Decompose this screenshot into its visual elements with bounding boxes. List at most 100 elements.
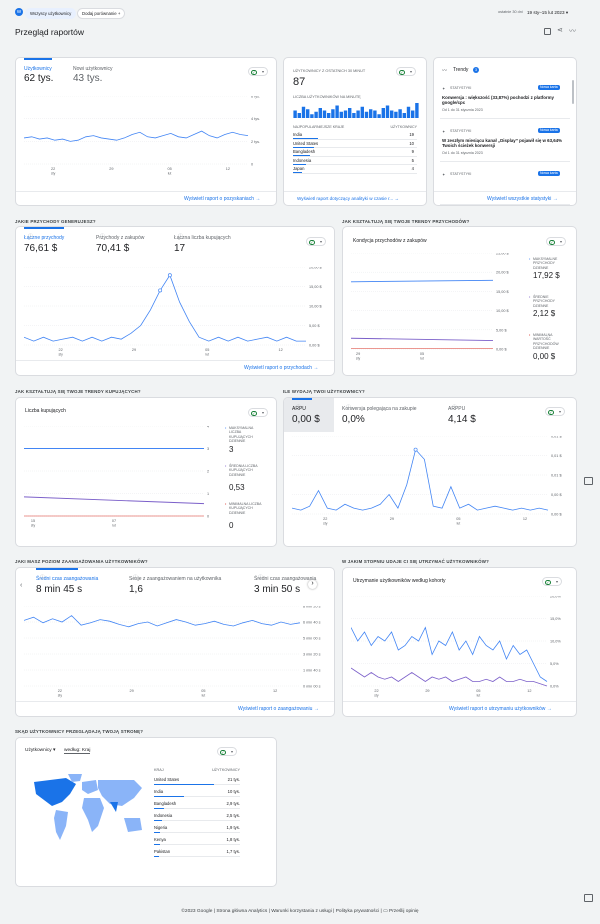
all-insights-link[interactable]: Wyświetl wszystkie statystyki →: [487, 196, 558, 202]
next-icon[interactable]: ›: [308, 580, 317, 589]
plus-icon: +: [117, 10, 121, 16]
metric-label[interactable]: Średni czas zaangażowania: [254, 576, 317, 582]
comparison-chip[interactable]: Wszyscy użytkownicy: [25, 7, 77, 19]
insight-text[interactable]: W zeszłym miesiącu kanał „Display” pojaw…: [442, 138, 563, 149]
feedback-icon[interactable]: [584, 477, 593, 485]
metric-label[interactable]: Nowi użytkownicy: [73, 66, 113, 72]
stat-value: 3: [229, 445, 234, 454]
feedback-icon[interactable]: [584, 894, 593, 902]
retention-card: Utrzymanie użytkowników według kohorty ✓…: [342, 567, 577, 717]
x-tick-sublabel: sty: [374, 694, 379, 698]
footer-link[interactable]: Warunki korzystania z usługi: [271, 909, 332, 914]
avatar[interactable]: W: [15, 8, 23, 16]
divider: [343, 701, 576, 702]
buyers-card: Liczba kupujących ✓ ▾ 4 3 2 1 0 15 sty 07 lut • MA…: [15, 397, 277, 547]
footer: ©2023 Google | Strona główna Analytics |…: [181, 909, 419, 914]
country-name: India: [293, 132, 303, 137]
x-tick-label: 29: [390, 517, 394, 521]
insights-icon[interactable]: 〰: [569, 28, 576, 35]
status-check-button[interactable]: ✓ ▾: [248, 408, 268, 417]
series-line: [24, 130, 249, 142]
minute-bar: [314, 111, 318, 118]
row-bar: [293, 138, 318, 139]
footer-link[interactable]: Prześlij opinię: [389, 909, 419, 914]
insight-text[interactable]: Konwersja : większość (33,87%) pochodzi …: [442, 95, 554, 106]
dimension-select[interactable]: według: Kraj: [64, 748, 91, 754]
status-check-button[interactable]: ✓ ▾: [542, 577, 562, 586]
metric-label[interactable]: Łączna liczba kupujących: [174, 235, 231, 241]
acquisition-report-link[interactable]: Wyświetl raport o pozyskaniach →: [184, 196, 261, 202]
minute-bar: [364, 111, 369, 118]
status-check-button[interactable]: ✓ ▾: [545, 407, 565, 416]
stat-value: 0,53: [229, 483, 245, 492]
legend-marker: •: [529, 333, 531, 337]
row-bar: [293, 146, 314, 148]
row-bar: [154, 783, 214, 785]
realtime-report-link[interactable]: Wyświetl raport dotyczący analityki w cz…: [297, 196, 400, 201]
help-icon: ⓘ: [258, 575, 264, 581]
help-icon: ⓘ: [346, 405, 352, 411]
metric-label[interactable]: Średni czas zaangażowania: [36, 576, 99, 582]
y-tick-label: 6 min 40 s: [303, 621, 321, 625]
engagement-card: ‹ › 8 min 20 s 6 min 40 s 5 min 00 s 3 min …: [15, 567, 335, 717]
users-card: Użytkownicy 62 tys. Nowi użytkownicy 43 …: [15, 57, 277, 206]
row-divider: [154, 856, 240, 857]
row-divider: [440, 161, 570, 162]
country-name: United States: [154, 777, 180, 782]
y-tick-label: 20,00 $: [309, 267, 323, 270]
minute-bar: [373, 110, 377, 118]
x-tick-sublabel: lut: [112, 524, 116, 528]
status-check-button[interactable]: ✓ ▾: [306, 237, 326, 246]
footer-link[interactable]: Polityka prywatności: [335, 909, 380, 914]
metric-select[interactable]: Użytkownicy ▾: [25, 748, 56, 753]
share-icon[interactable]: ⋖: [557, 27, 563, 34]
customize-icon[interactable]: [544, 28, 551, 35]
metric-label[interactable]: ARPU: [292, 406, 306, 412]
footer-link[interactable]: Strona główna Analytics: [216, 909, 268, 914]
revenue-report-link[interactable]: Wyświetl raport o przychodach →: [244, 365, 319, 371]
series-line: [351, 626, 548, 682]
metric-label[interactable]: ARPPU: [448, 406, 466, 412]
minute-bar: [331, 109, 335, 118]
metric-label[interactable]: Przychody z zakupów: [96, 235, 145, 241]
divider: [16, 701, 334, 702]
status-check-button[interactable]: ✓ ▾: [396, 67, 416, 76]
stat-label: MINIMALNA WARTOŚĆ PRZYCHODÓW DZIENNIE: [533, 333, 559, 350]
legend-marker: •: [225, 502, 227, 506]
metric-value: 0,00 $: [292, 414, 320, 425]
status-check-button[interactable]: ✓ ▾: [217, 747, 237, 756]
x-tick-sublabel: lut: [420, 357, 424, 361]
scrollbar[interactable]: [572, 80, 574, 104]
status-check-button[interactable]: ✓ ▾: [248, 67, 268, 76]
column-header: KRAJ: [154, 768, 164, 772]
status-check-button[interactable]: ✓ ▾: [546, 237, 566, 246]
card-title: Kondycja przychodów z zakupów: [353, 238, 427, 244]
minute-bar: [402, 113, 406, 118]
row-divider: [154, 844, 240, 845]
x-tick-sublabel: sty: [58, 694, 63, 698]
metric-label[interactable]: Łączne przychody: [24, 235, 65, 241]
x-tick-sublabel: lut: [457, 522, 461, 526]
country-users: 1,8 tys.: [226, 837, 241, 842]
card-title: Utrzymanie użytkowników według kohorty: [353, 578, 446, 584]
country-users: 19: [409, 132, 414, 137]
date-range[interactable]: 19 sty–15 lut 2023 ▾: [527, 9, 569, 15]
row-divider: [293, 172, 417, 174]
metric-label[interactable]: Sesje z zaangażowaniem na użytkownika: [129, 576, 222, 582]
country-users: 2,5 tys.: [226, 813, 241, 818]
chevron-down-icon: ▾: [555, 579, 558, 584]
metric-label[interactable]: Użytkownicy: [24, 66, 52, 72]
realtime-label: UŻYTKOWNICY Z OSTATNICH 30 MINUT: [293, 69, 366, 73]
metric-label[interactable]: Konwersja polegająca na zakupie: [342, 406, 417, 412]
x-tick-label: 22: [323, 517, 327, 521]
prev-icon[interactable]: ‹: [20, 582, 23, 589]
stat-label: MAKSYMALNE PRZYCHODY DZIENNE: [533, 257, 558, 270]
retention-report-link[interactable]: Wyświetl raport o utrzymaniu użytkownikó…: [449, 706, 552, 712]
asia-shape: [98, 780, 142, 806]
engagement-report-link[interactable]: Wyświetl raport o zaangażowaniu →: [238, 706, 319, 712]
country-name: Indonesia: [293, 157, 312, 163]
insight-date: Od 1 do 31 stycznia 2023: [442, 151, 483, 155]
add-comparison-button[interactable]: Dodaj porównanie +: [77, 7, 126, 19]
help-icon: ⓘ: [100, 234, 106, 240]
chevron-down-icon: ▾: [565, 9, 569, 15]
